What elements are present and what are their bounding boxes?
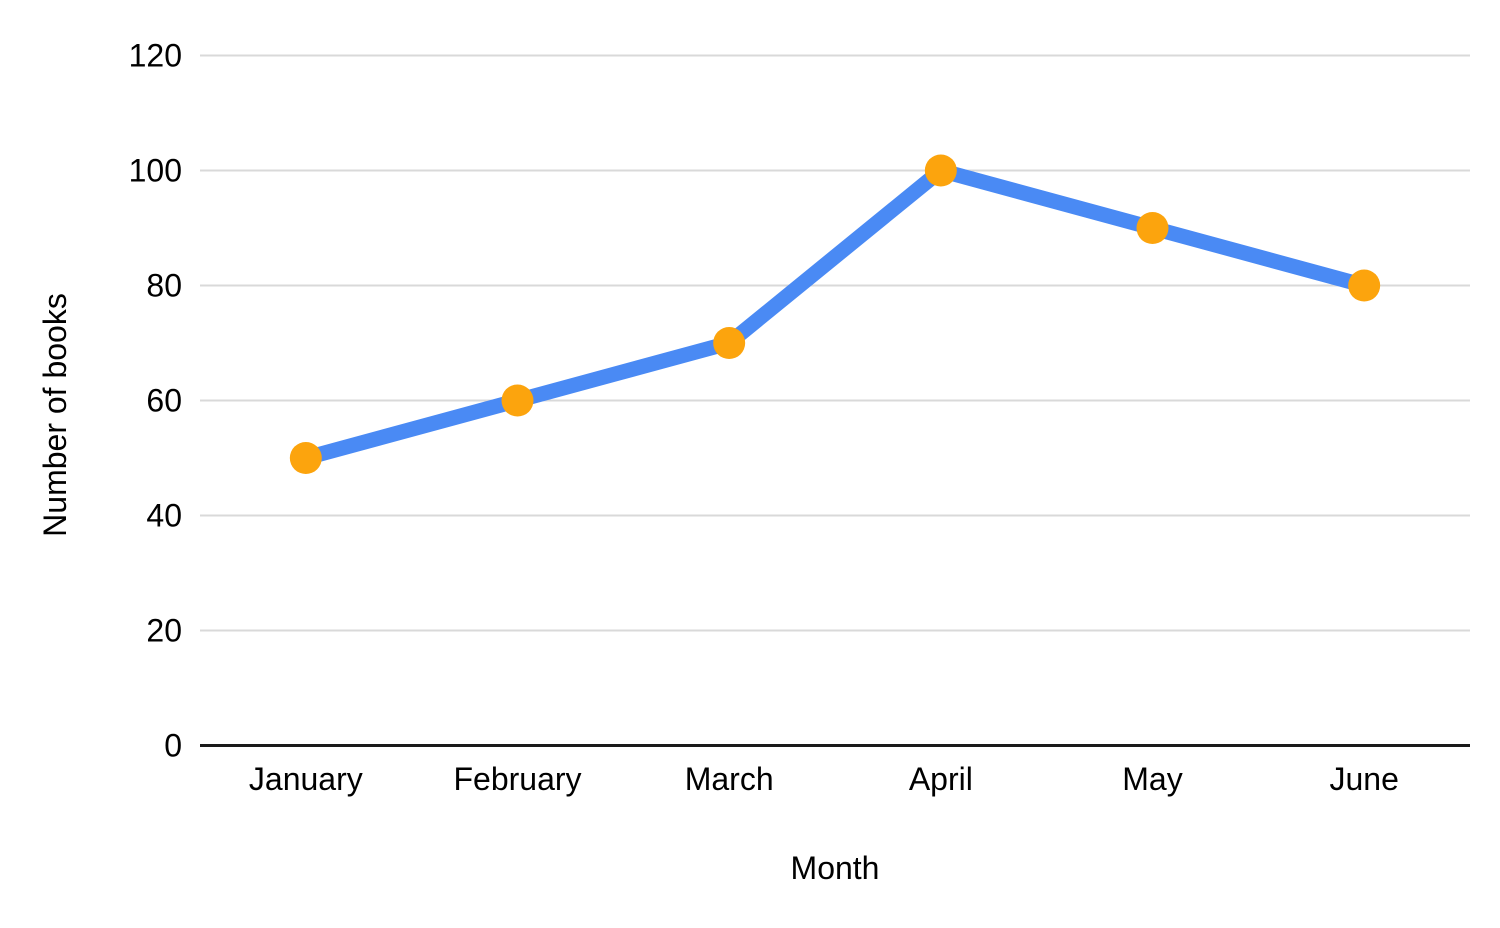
y-tick-label: 0: [164, 728, 182, 764]
data-point[interactable]: [713, 327, 746, 359]
data-point[interactable]: [1348, 269, 1381, 302]
y-tick-label: 80: [146, 268, 182, 304]
data-point[interactable]: [501, 384, 534, 417]
x-tick-label: March: [685, 761, 774, 797]
y-tick-label: 60: [146, 383, 182, 419]
y-axis-title: Number of books: [37, 293, 73, 537]
data-point[interactable]: [1136, 212, 1169, 244]
y-tick-label: 20: [146, 613, 182, 649]
x-tick-label: April: [909, 761, 973, 797]
x-tick-label: May: [1122, 761, 1182, 797]
x-axis-title: Month: [790, 850, 880, 886]
y-tick-label: 120: [129, 38, 182, 74]
y-tick-label: 40: [146, 498, 182, 534]
x-tick-label: February: [453, 761, 581, 797]
series-line: [298, 163, 1372, 466]
x-tick-label: June: [1329, 761, 1398, 797]
x-tick-label: January: [249, 761, 363, 797]
data-point[interactable]: [924, 154, 957, 187]
y-tick-label: 100: [129, 153, 182, 189]
data-point[interactable]: [289, 442, 322, 474]
